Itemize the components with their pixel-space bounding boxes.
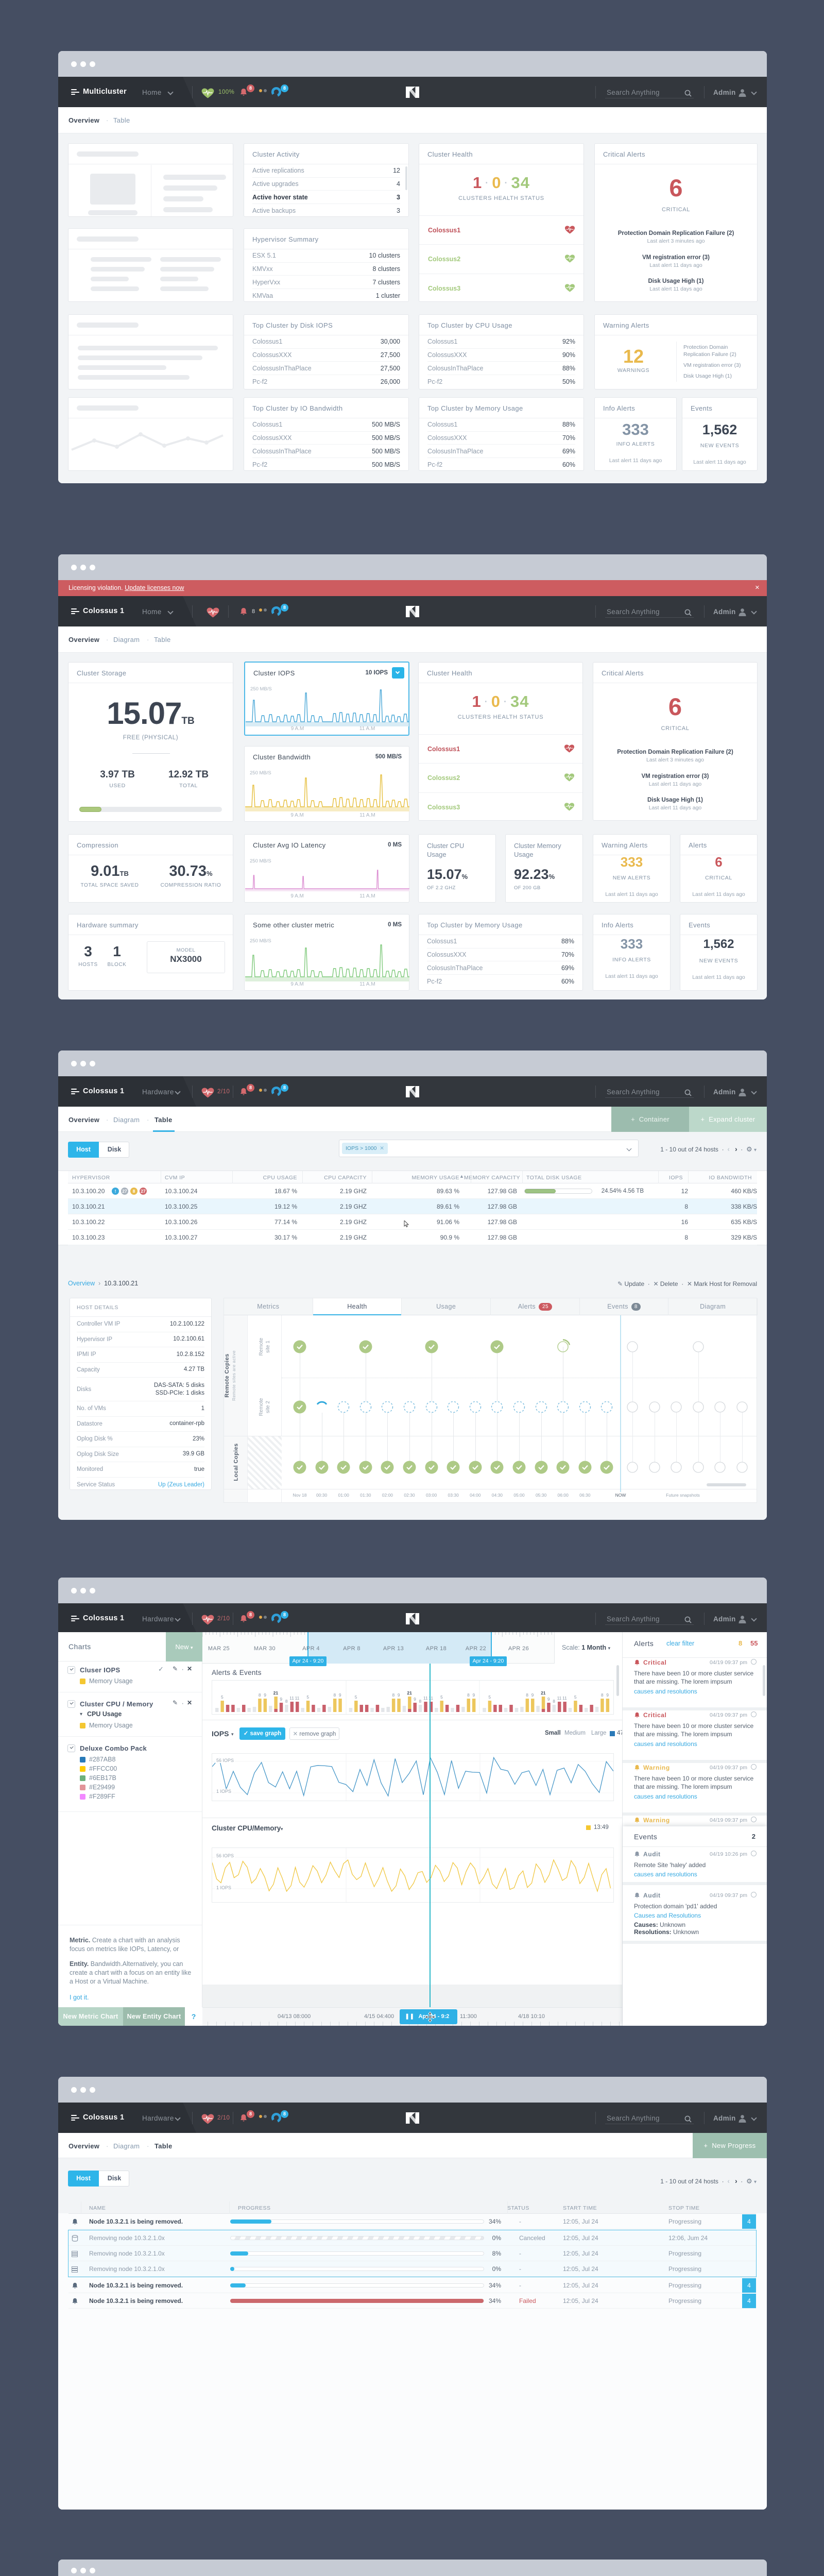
svg-text:8: 8 [526,1692,528,1698]
svg-text:9: 9 [339,1692,341,1698]
svg-text:8: 8 [259,1692,261,1698]
svg-text:5: 5 [355,1694,357,1700]
svg-text:8: 8 [419,1699,422,1704]
svg-text:5: 5 [221,1694,224,1700]
svg-text:21: 21 [273,1690,279,1696]
svg-text:8: 8 [601,1692,604,1698]
svg-text:11: 11 [295,1696,300,1701]
svg-text:9: 9 [473,1692,475,1698]
svg-text:11: 11 [289,1696,294,1701]
svg-text:9: 9 [398,1692,400,1698]
svg-text:9: 9 [414,1697,416,1702]
svg-text:11: 11 [557,1696,562,1701]
svg-text:11: 11 [562,1696,567,1701]
svg-text:9: 9 [606,1692,609,1698]
svg-text:8: 8 [467,1692,470,1698]
svg-text:21: 21 [541,1690,546,1696]
svg-text:8: 8 [553,1699,555,1704]
svg-text:9: 9 [264,1692,266,1698]
svg-text:9: 9 [547,1697,550,1702]
svg-text:8: 8 [285,1699,288,1704]
svg-text:9: 9 [531,1692,534,1698]
svg-text:11: 11 [428,1696,433,1701]
svg-text:5: 5 [306,1694,309,1700]
svg-text:5: 5 [440,1694,443,1700]
svg-text:8: 8 [334,1692,336,1698]
svg-text:11: 11 [423,1696,428,1701]
svg-text:21: 21 [407,1690,412,1696]
svg-text:5: 5 [574,1694,577,1700]
svg-text:9: 9 [280,1697,282,1702]
svg-text:5: 5 [488,1694,491,1700]
svg-text:8: 8 [392,1692,395,1698]
